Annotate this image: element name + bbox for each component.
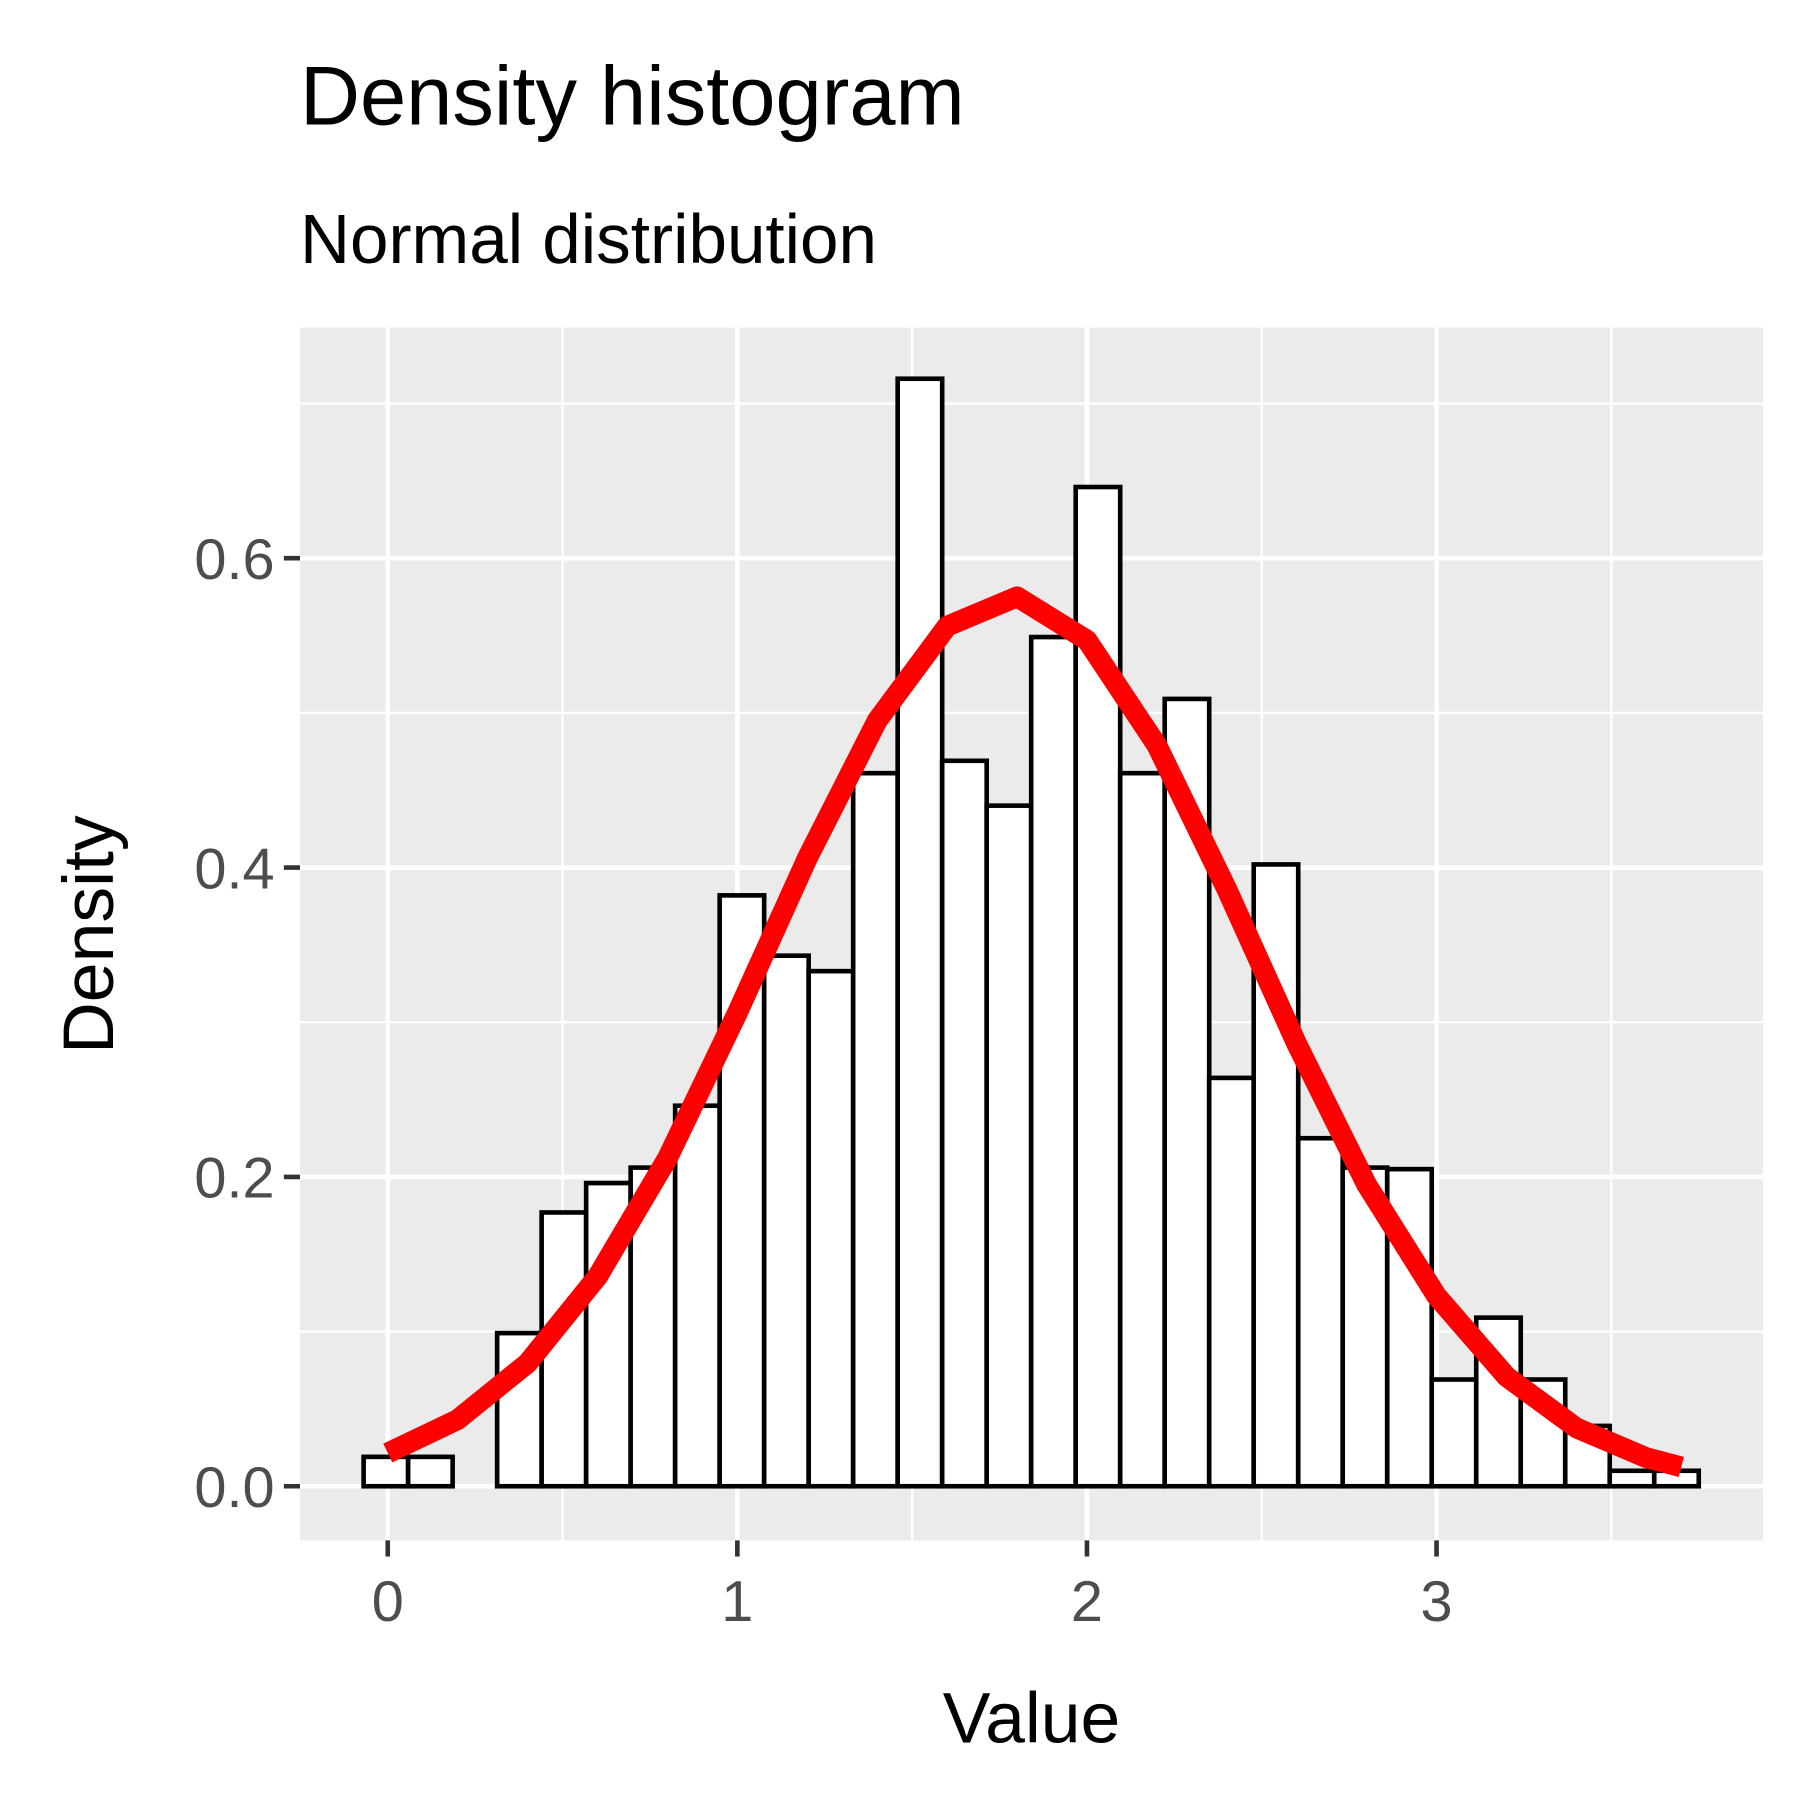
- histogram-bar: [939, 758, 989, 1489]
- histogram-bar: [806, 968, 856, 1489]
- histogram-bar: [405, 1454, 455, 1489]
- histogram-bar: [895, 376, 945, 1489]
- histogram-bar: [361, 1454, 411, 1489]
- histogram-bar: [1429, 1377, 1479, 1489]
- density-curve: [383, 586, 1684, 1477]
- x-axis-title: Value: [943, 1678, 1121, 1758]
- y-tick-label: 0.2: [194, 1147, 274, 1211]
- chart-subtitle: Normal distribution: [300, 200, 877, 278]
- x-tick-label: 1: [721, 1570, 753, 1634]
- x-tick-label: 2: [1071, 1570, 1103, 1634]
- y-tick-label: 0.6: [194, 528, 274, 592]
- x-tick-label: 0: [372, 1570, 404, 1634]
- histogram-bar: [850, 770, 900, 1489]
- x-tick-label: 3: [1421, 1570, 1453, 1634]
- histogram-bar: [1206, 1075, 1257, 1489]
- histogram-bar: [1117, 770, 1168, 1489]
- y-axis-title: Density: [49, 815, 129, 1054]
- histogram-bar: [984, 803, 1034, 1489]
- histogram-bar: [1295, 1135, 1346, 1489]
- histogram-bar: [672, 1103, 722, 1489]
- histogram-bar: [1607, 1468, 1657, 1489]
- y-tick-label: 0.4: [194, 837, 274, 901]
- histogram-bar: [761, 953, 811, 1489]
- histogram-bar: [1028, 634, 1079, 1489]
- chart-title: Density histogram: [300, 50, 965, 143]
- y-tick-label: 0.0: [194, 1456, 274, 1520]
